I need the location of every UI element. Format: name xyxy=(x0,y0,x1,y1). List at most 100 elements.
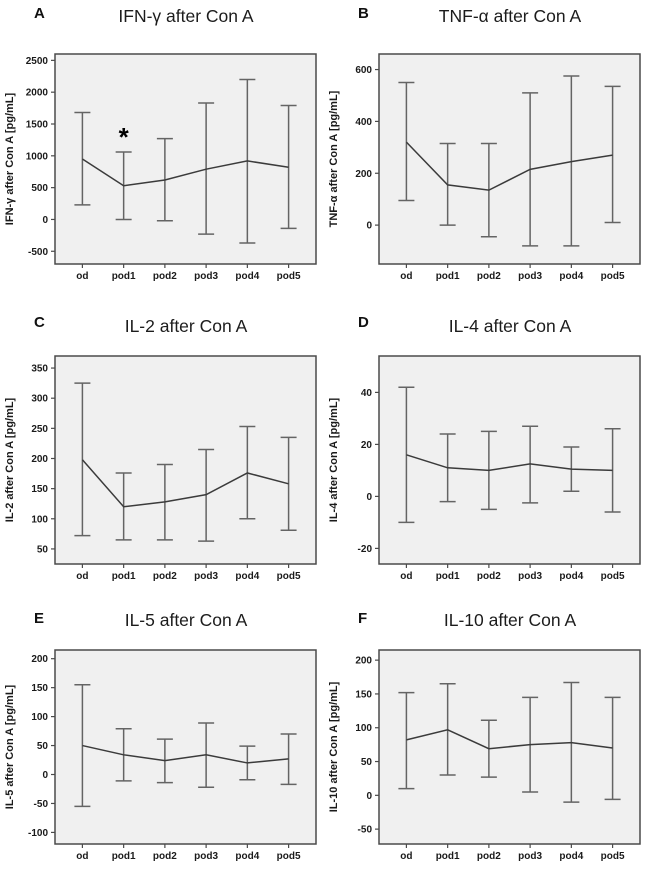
svg-text:pod2: pod2 xyxy=(477,271,501,282)
svg-text:200: 200 xyxy=(31,454,48,465)
svg-text:pod4: pod4 xyxy=(235,851,259,862)
panel-letter: C xyxy=(34,314,45,331)
svg-text:250: 250 xyxy=(31,424,48,435)
svg-text:50: 50 xyxy=(37,544,49,555)
chart-tnf-alpha: 0 200 400 600 od pod1 pod2 pod3 pod4 pod5 TNF-α af… xyxy=(328,53,641,282)
svg-text:-500: -500 xyxy=(28,247,48,258)
panel-letter: E xyxy=(34,610,45,627)
chart-il5: -100 -50 0 50 100 150 200 od pod1 pod2 pod3 pod4 pod… xyxy=(4,649,317,862)
panel-header: F IL-10 after Con A xyxy=(324,590,648,640)
svg-text:150: 150 xyxy=(355,689,372,700)
svg-text:1000: 1000 xyxy=(26,151,49,162)
svg-text:pod1: pod1 xyxy=(436,851,460,862)
svg-text:pod2: pod2 xyxy=(477,571,501,582)
panel-header: B TNF-α after Con A xyxy=(324,0,648,44)
svg-text:pod4: pod4 xyxy=(559,851,583,862)
panel-letter: B xyxy=(358,5,369,22)
svg-text:pod4: pod4 xyxy=(559,571,583,582)
panel-header: C IL-2 after Con A xyxy=(0,290,324,346)
svg-text:pod4: pod4 xyxy=(235,271,259,282)
panel-il4: D IL-4 after Con A -20 0 20 40 od pod1 pod2 pod… xyxy=(324,290,648,590)
svg-text:pod1: pod1 xyxy=(112,851,136,862)
panel-title: IL-10 after Con A xyxy=(443,610,577,630)
svg-text:pod4: pod4 xyxy=(235,571,259,582)
svg-text:150: 150 xyxy=(31,484,48,495)
svg-text:100: 100 xyxy=(31,514,48,525)
panel-il2: C IL-2 after Con A 50 100 150 200 250 300 350 o… xyxy=(0,290,324,590)
svg-text:pod3: pod3 xyxy=(194,851,218,862)
svg-text:-50: -50 xyxy=(34,799,49,810)
svg-text:pod1: pod1 xyxy=(436,571,460,582)
svg-text:pod2: pod2 xyxy=(153,271,177,282)
svg-text:od: od xyxy=(76,271,88,282)
chart-il10: -50 0 50 100 150 200 od pod1 pod2 pod3 pod4 pod5 IL-… xyxy=(328,649,641,862)
svg-text:*: * xyxy=(119,122,130,152)
svg-text:2500: 2500 xyxy=(26,56,49,67)
svg-text:-100: -100 xyxy=(28,828,48,839)
panel-letter: F xyxy=(358,610,368,627)
svg-text:pod2: pod2 xyxy=(477,851,501,862)
svg-text:IL-5 after Con A [pg/mL]: IL-5 after Con A [pg/mL] xyxy=(4,684,16,809)
svg-text:100: 100 xyxy=(31,712,48,723)
svg-text:300: 300 xyxy=(31,394,48,405)
svg-text:200: 200 xyxy=(31,654,48,665)
svg-text:40: 40 xyxy=(361,388,373,399)
panel-header: A IFN-γ after Con A xyxy=(0,0,324,44)
svg-text:pod3: pod3 xyxy=(518,851,542,862)
svg-text:IL-2 after Con A [pg/mL]: IL-2 after Con A [pg/mL] xyxy=(4,397,16,522)
svg-text:400: 400 xyxy=(355,117,372,128)
svg-text:0: 0 xyxy=(366,791,372,802)
svg-text:IL-10 after Con A [pg/mL]: IL-10 after Con A [pg/mL] xyxy=(328,681,340,812)
svg-text:pod3: pod3 xyxy=(518,271,542,282)
panel-ifn-gamma: A IFN-γ after Con A -500 0 500 1000 1500 2000… xyxy=(0,0,324,290)
chart-ifn-gamma: -500 0 500 1000 1500 2000 2500 od pod1 pod2 pod3 po… xyxy=(4,53,317,282)
svg-text:150: 150 xyxy=(31,683,48,694)
panel-title: TNF-α after Con A xyxy=(438,6,582,26)
svg-text:1500: 1500 xyxy=(26,120,49,131)
svg-text:0: 0 xyxy=(42,770,48,781)
svg-text:pod5: pod5 xyxy=(277,271,301,282)
svg-text:od: od xyxy=(400,571,412,582)
svg-text:od: od xyxy=(76,851,88,862)
panel-header: E IL-5 after Con A xyxy=(0,590,324,640)
svg-text:200: 200 xyxy=(355,656,372,667)
svg-text:200: 200 xyxy=(355,169,372,180)
svg-text:pod5: pod5 xyxy=(601,571,625,582)
svg-text:600: 600 xyxy=(355,65,372,76)
panel-title: IFN-γ after Con A xyxy=(118,6,254,26)
svg-text:od: od xyxy=(400,851,412,862)
svg-text:pod5: pod5 xyxy=(601,851,625,862)
panel-title: IL-4 after Con A xyxy=(448,316,572,336)
svg-text:pod5: pod5 xyxy=(601,271,625,282)
svg-text:IL-4 after Con A [pg/mL]: IL-4 after Con A [pg/mL] xyxy=(328,397,340,522)
svg-text:2000: 2000 xyxy=(26,88,49,99)
svg-text:0: 0 xyxy=(366,492,372,503)
svg-text:0: 0 xyxy=(366,221,372,232)
panel-tnf-alpha: B TNF-α after Con A 0 200 400 600 od pod1 pod2… xyxy=(324,0,648,290)
svg-text:100: 100 xyxy=(355,723,372,734)
svg-text:50: 50 xyxy=(37,741,49,752)
panel-il10: F IL-10 after Con A -50 0 50 100 150 200 od pod… xyxy=(324,590,648,870)
svg-text:pod4: pod4 xyxy=(559,271,583,282)
chart-il4: -20 0 20 40 od pod1 pod2 pod3 pod4 pod5 IL-4 after… xyxy=(328,355,641,582)
svg-text:20: 20 xyxy=(361,440,373,451)
chart-il2: 50 100 150 200 250 300 350 od pod1 pod2 pod3 pod4 po… xyxy=(4,355,317,582)
panel-letter: D xyxy=(358,314,369,331)
panel-title: IL-5 after Con A xyxy=(124,610,248,630)
svg-text:-20: -20 xyxy=(358,544,373,555)
svg-text:pod3: pod3 xyxy=(194,571,218,582)
svg-text:pod1: pod1 xyxy=(112,571,136,582)
svg-text:pod5: pod5 xyxy=(277,571,301,582)
svg-text:TNF-α after Con A [pg/mL]: TNF-α after Con A [pg/mL] xyxy=(328,90,340,227)
panel-header: D IL-4 after Con A xyxy=(324,290,648,346)
svg-text:pod1: pod1 xyxy=(436,271,460,282)
svg-text:50: 50 xyxy=(361,757,373,768)
svg-text:pod2: pod2 xyxy=(153,571,177,582)
svg-text:350: 350 xyxy=(31,364,48,375)
panel-title: IL-2 after Con A xyxy=(124,316,248,336)
svg-text:IFN-γ after Con A [pg/mL]: IFN-γ after Con A [pg/mL] xyxy=(4,92,16,225)
svg-text:od: od xyxy=(76,571,88,582)
svg-text:pod3: pod3 xyxy=(518,571,542,582)
panel-il5: E IL-5 after Con A -100 -50 0 50 100 150 200 od… xyxy=(0,590,324,870)
